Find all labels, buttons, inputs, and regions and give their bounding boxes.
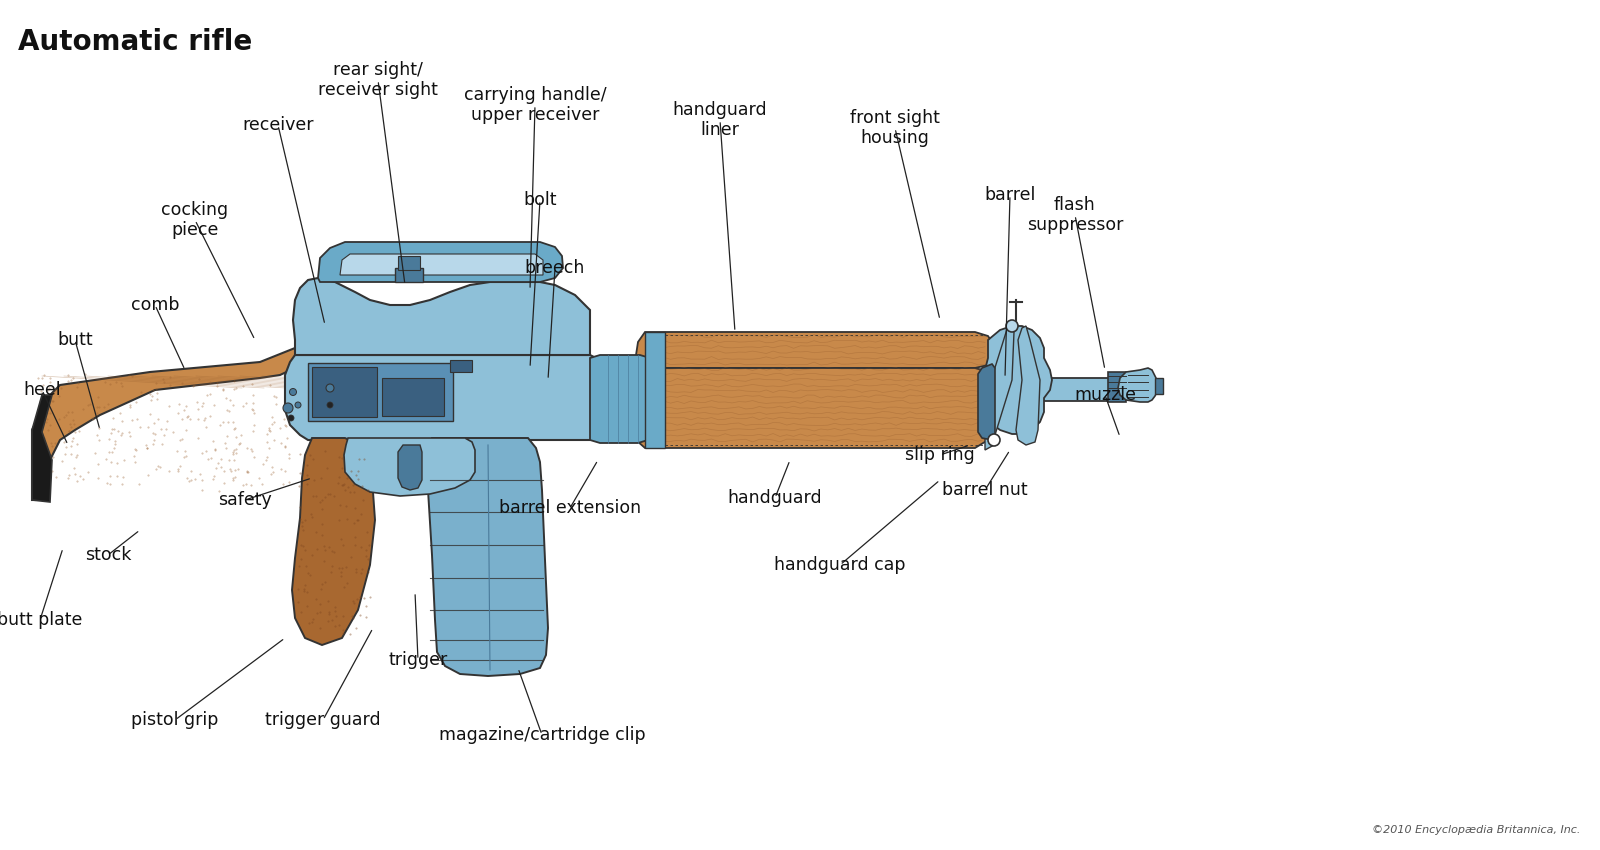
Text: cocking
piece: cocking piece — [162, 201, 229, 240]
Polygon shape — [318, 242, 563, 282]
Circle shape — [288, 415, 294, 421]
Text: handguard
liner: handguard liner — [672, 100, 768, 139]
Text: safety: safety — [218, 491, 272, 509]
Polygon shape — [32, 395, 51, 502]
Polygon shape — [982, 326, 1053, 434]
Bar — [382, 378, 445, 416]
Text: slip ring: slip ring — [906, 446, 974, 464]
Circle shape — [294, 402, 301, 408]
Text: breech: breech — [525, 259, 586, 277]
Text: muzzle: muzzle — [1074, 386, 1136, 404]
Text: front sight
housing: front sight housing — [850, 109, 939, 147]
Text: handguard: handguard — [728, 489, 822, 507]
Text: Automatic rifle: Automatic rifle — [18, 28, 253, 56]
Bar — [307, 363, 453, 421]
Text: receiver: receiver — [242, 116, 314, 134]
Text: flash
suppressor: flash suppressor — [1027, 196, 1123, 235]
Text: stock: stock — [85, 546, 131, 564]
Bar — [398, 256, 419, 270]
Text: comb: comb — [131, 296, 179, 314]
Polygon shape — [32, 342, 315, 500]
Text: trigger guard: trigger guard — [266, 711, 381, 729]
Circle shape — [326, 402, 333, 408]
Circle shape — [989, 434, 1000, 446]
Text: barrel extension: barrel extension — [499, 499, 642, 517]
Polygon shape — [634, 368, 992, 448]
Polygon shape — [429, 438, 547, 676]
Text: carrying handle/
upper receiver: carrying handle/ upper receiver — [464, 86, 606, 124]
Polygon shape — [986, 326, 1014, 450]
Polygon shape — [398, 445, 422, 490]
Circle shape — [326, 384, 334, 392]
Polygon shape — [1016, 326, 1040, 445]
Text: butt plate: butt plate — [0, 611, 83, 629]
Polygon shape — [293, 278, 590, 355]
Bar — [450, 360, 472, 372]
Polygon shape — [285, 355, 614, 440]
Circle shape — [290, 388, 296, 395]
Bar — [1155, 378, 1163, 394]
Polygon shape — [1118, 368, 1158, 402]
Bar — [1107, 372, 1126, 402]
Polygon shape — [978, 364, 995, 440]
Bar — [312, 367, 378, 417]
Bar — [395, 268, 422, 282]
Circle shape — [1006, 320, 1018, 332]
Polygon shape — [291, 438, 374, 645]
Bar — [990, 378, 1110, 401]
Text: trigger: trigger — [389, 651, 448, 669]
Text: barrel: barrel — [984, 186, 1035, 204]
Polygon shape — [344, 438, 475, 496]
Text: butt: butt — [58, 331, 93, 349]
Text: handguard cap: handguard cap — [774, 556, 906, 574]
Polygon shape — [590, 355, 654, 443]
Text: heel: heel — [22, 381, 61, 399]
Circle shape — [283, 403, 293, 413]
Polygon shape — [637, 332, 992, 368]
Text: barrel nut: barrel nut — [942, 481, 1027, 499]
Text: pistol grip: pistol grip — [131, 711, 219, 729]
Polygon shape — [339, 254, 542, 275]
Text: rear sight/
receiver sight: rear sight/ receiver sight — [318, 60, 438, 99]
Text: bolt: bolt — [523, 191, 557, 209]
Bar — [645, 332, 666, 448]
Text: ©2010 Encyclopædia Britannica, Inc.: ©2010 Encyclopædia Britannica, Inc. — [1371, 825, 1581, 835]
Text: magazine/cartridge clip: magazine/cartridge clip — [438, 726, 645, 744]
